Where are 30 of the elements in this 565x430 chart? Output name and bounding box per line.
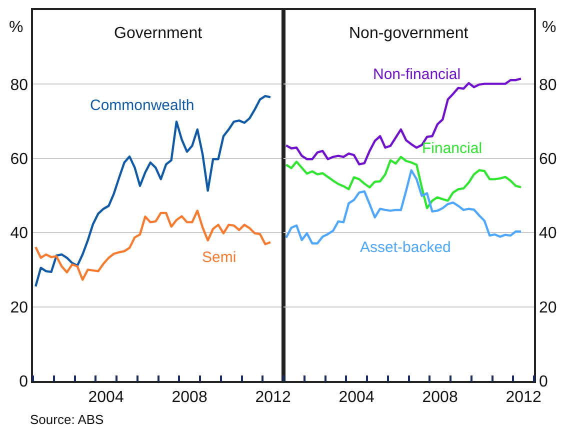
y-tick-label: 60 xyxy=(10,151,28,168)
x-tick-label: 2008 xyxy=(172,388,208,406)
series-label: Commonwealth xyxy=(90,97,194,114)
x-tick-label: 2012 xyxy=(506,388,542,406)
series-label: Asset-backed xyxy=(360,239,451,256)
y-axis-title: % xyxy=(9,19,24,36)
x-tick-label: 2004 xyxy=(338,388,374,406)
text: Government xyxy=(114,25,203,42)
x-tick-label: 2012 xyxy=(255,388,291,406)
x-tick-label: 2008 xyxy=(422,388,458,406)
y-tick-label: 80 xyxy=(10,76,28,94)
y-tick-label: 40 xyxy=(538,225,557,242)
y-tick-label: 60 xyxy=(538,151,557,168)
line-series xyxy=(285,78,522,166)
y-tick-label: 20 xyxy=(10,299,28,316)
x-tick-label: 2004 xyxy=(88,388,124,406)
line-series xyxy=(34,210,272,281)
series-label: Non-financial xyxy=(373,66,461,83)
series-label: Financial xyxy=(422,140,482,157)
y-tick-label: 80 xyxy=(538,76,557,94)
line-series xyxy=(34,94,272,288)
y-tick-label: 20 xyxy=(538,299,557,316)
y-tick-label: 0 xyxy=(19,374,28,391)
source-note: Source: ABS xyxy=(30,412,104,427)
y-tick-label: 0 xyxy=(538,374,548,391)
line-series xyxy=(285,156,522,210)
series-label: Semi xyxy=(202,249,236,266)
y-tick-label: 40 xyxy=(10,225,28,242)
y-axis-title: % xyxy=(542,19,556,36)
text: Non-government xyxy=(349,25,469,42)
